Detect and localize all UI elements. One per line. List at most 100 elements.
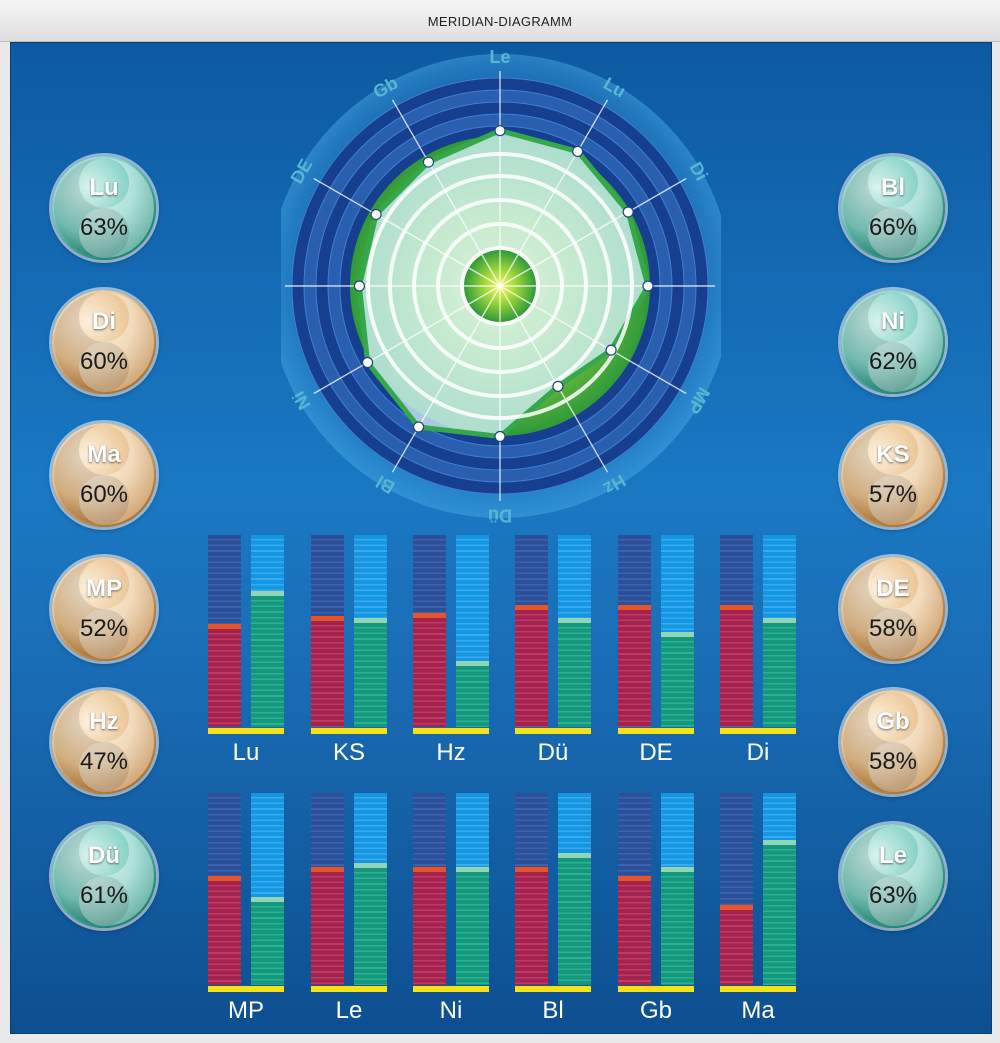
meridian-badge-dü[interactable]: Dü 61% xyxy=(52,823,156,928)
radar-point-lu[interactable] xyxy=(572,145,584,158)
badge-code: Dü xyxy=(88,841,120,869)
bar-fill xyxy=(354,623,387,727)
bar-left-ks[interactable] xyxy=(311,535,344,727)
bar-baseline xyxy=(618,986,694,992)
badge-code: Gb xyxy=(876,708,910,735)
bar-category-label-bl: Bl xyxy=(542,997,564,1024)
badge-percent: 63% xyxy=(868,881,918,909)
badge-percent: 61% xyxy=(79,881,129,909)
bar-right-ni[interactable] xyxy=(456,793,489,985)
meridian-badge-le[interactable]: Le 63% xyxy=(841,823,945,928)
bar-fill xyxy=(354,867,387,985)
yin-yang-swirl-icon xyxy=(54,291,154,392)
bar-cap xyxy=(661,631,694,637)
radar-point-bl[interactable] xyxy=(413,421,425,433)
meridian-badge-ni[interactable]: Ni 62% xyxy=(841,289,945,394)
bar-left-de[interactable] xyxy=(618,535,651,727)
yin-yang-swirl-icon xyxy=(54,692,154,792)
bar-right-hz[interactable] xyxy=(456,535,489,727)
radar-point-mp[interactable] xyxy=(605,344,617,356)
bar-fill xyxy=(763,844,796,985)
badge-code: Ma xyxy=(87,441,121,468)
bar-fill xyxy=(413,871,446,985)
meridian-badge-ks[interactable]: KS 57% xyxy=(841,423,945,527)
bar-fill xyxy=(515,871,548,985)
badge-percent: 60% xyxy=(79,481,129,508)
bar-baseline xyxy=(208,728,284,734)
bar-fill xyxy=(763,623,796,727)
radar-point-ma[interactable] xyxy=(642,280,654,292)
bar-left-lu[interactable] xyxy=(208,535,241,727)
bar-right-dü[interactable] xyxy=(558,535,591,727)
bar-cap xyxy=(720,905,753,911)
radar-point-dü[interactable] xyxy=(494,430,506,443)
bar-category-label-hz: Hz xyxy=(436,739,466,766)
meridian-badge-hz[interactable]: Hz 47% xyxy=(52,690,156,794)
meridian-badge-bl[interactable]: Bl 66% xyxy=(841,156,945,260)
bar-left-hz[interactable] xyxy=(413,535,446,727)
radar-point-ks[interactable] xyxy=(353,280,366,292)
bar-baseline xyxy=(413,986,489,992)
badge-percent: 63% xyxy=(79,214,129,241)
bar-right-di[interactable] xyxy=(763,535,796,727)
bar-category-label-le: Le xyxy=(335,997,363,1024)
bar-left-ma[interactable] xyxy=(720,793,753,985)
radar-point-de[interactable] xyxy=(370,208,382,221)
bar-cap xyxy=(413,866,446,872)
yin-yang-swirl-icon xyxy=(843,425,943,525)
bar-cap xyxy=(456,660,489,666)
radar-chart: LeLuDiMaMPHzDüBlNiKSDEGb xyxy=(281,47,721,523)
bar-left-dü[interactable] xyxy=(515,535,548,727)
bar-left-le[interactable] xyxy=(311,793,344,985)
bar-fill xyxy=(618,881,651,985)
bar-cap xyxy=(251,897,284,903)
radar-point-di[interactable] xyxy=(622,206,634,218)
bar-left-bl[interactable] xyxy=(515,793,548,985)
bar-cap xyxy=(311,616,344,622)
bar-right-ks[interactable] xyxy=(354,535,387,727)
bar-left-ni[interactable] xyxy=(413,793,446,985)
bar-cap xyxy=(354,862,387,868)
meridian-badge-ma[interactable]: Ma 60% xyxy=(52,423,156,527)
bar-baseline xyxy=(311,728,387,734)
meridian-badge-mp[interactable]: MP 52% xyxy=(52,556,156,661)
meridian-badge-de[interactable]: DE 58% xyxy=(841,556,945,661)
bar-right-gb[interactable] xyxy=(661,793,694,985)
meridian-badge-gb[interactable]: Gb 58% xyxy=(841,690,945,794)
radar-point-gb[interactable] xyxy=(422,156,435,168)
badge-percent: 60% xyxy=(79,347,129,375)
bar-right-mp[interactable] xyxy=(251,793,284,985)
bar-fill xyxy=(515,609,548,727)
yin-yang-swirl-icon xyxy=(843,692,943,792)
badge-code: Hz xyxy=(89,708,119,735)
bar-left-mp[interactable] xyxy=(208,793,241,985)
bar-left-gb[interactable] xyxy=(618,793,651,985)
title-bar: MERIDIAN-DIAGRAMM xyxy=(0,0,1000,42)
bar-left-di[interactable] xyxy=(720,535,753,727)
bar-right-le[interactable] xyxy=(354,793,387,985)
radar-point-ni[interactable] xyxy=(361,356,374,369)
meridian-badge-lu[interactable]: Lu 63% xyxy=(52,156,156,260)
bar-category-label-di: Di xyxy=(746,739,770,766)
bar-right-lu[interactable] xyxy=(251,535,284,727)
bar-fill xyxy=(558,623,591,727)
bar-fill xyxy=(413,617,446,727)
radar-point-hz[interactable] xyxy=(552,380,564,393)
badge-code: Ni xyxy=(881,307,905,335)
bar-fill xyxy=(720,609,753,727)
meridian-badge-di[interactable]: Di 60% xyxy=(52,289,156,394)
bar-right-ma[interactable] xyxy=(763,793,796,985)
badge-percent: 66% xyxy=(868,214,918,241)
bar-baseline xyxy=(413,728,489,734)
bar-fill xyxy=(311,621,344,727)
radar-axis-label-le: Le xyxy=(489,47,510,67)
yin-yang-swirl-icon xyxy=(54,158,154,258)
bar-category-label-dü: Dü xyxy=(537,739,569,766)
bar-baseline xyxy=(515,728,591,734)
radar-axis-label-ma: Ma xyxy=(719,273,721,299)
bar-category-label-ks: KS xyxy=(332,739,365,766)
bar-cap xyxy=(413,612,446,618)
bar-right-de[interactable] xyxy=(661,535,694,727)
bar-right-bl[interactable] xyxy=(558,793,591,985)
radar-point-le[interactable] xyxy=(494,124,506,137)
